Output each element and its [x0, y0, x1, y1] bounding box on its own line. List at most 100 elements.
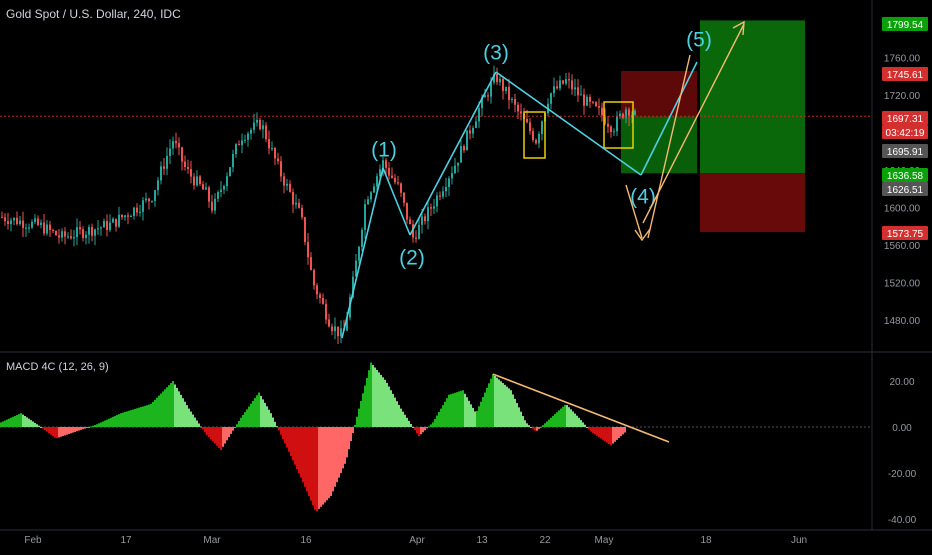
- macd-bar: [382, 377, 384, 427]
- macd-bar: [400, 408, 402, 427]
- price-label-badge: [882, 182, 928, 196]
- macd-bar: [514, 398, 516, 427]
- macd-bar: [210, 427, 212, 440]
- macd-y-tick-label: -40.00: [888, 515, 917, 526]
- macd-bar: [238, 421, 240, 427]
- macd-bar: [342, 427, 344, 469]
- candle-body: [490, 82, 492, 97]
- macd-bar: [66, 427, 68, 435]
- macd-bar: [616, 427, 618, 440]
- candle-body: [205, 187, 207, 190]
- macd-bar: [618, 427, 620, 439]
- macd-bar: [64, 427, 66, 436]
- candle-body: [166, 155, 168, 169]
- candle-body: [577, 87, 579, 96]
- stop-zone: [700, 173, 805, 233]
- macd-bar: [240, 417, 242, 427]
- macd-bar: [320, 427, 322, 507]
- candle-body: [1, 216, 3, 218]
- macd-bar: [310, 427, 312, 501]
- candle-body: [103, 221, 105, 228]
- price-label-badge: [882, 125, 928, 139]
- macd-bar: [490, 378, 492, 427]
- candle-body: [379, 169, 381, 177]
- macd-bar: [158, 395, 160, 427]
- macd-bar: [100, 422, 102, 427]
- candle-body: [232, 153, 234, 168]
- macd-bar: [30, 420, 32, 427]
- macd-bar: [612, 427, 614, 444]
- candle-body: [184, 161, 186, 167]
- macd-bar: [220, 427, 222, 450]
- candle-body: [511, 99, 513, 101]
- candle-body: [175, 141, 177, 144]
- candle-body: [16, 217, 18, 225]
- candle-body: [187, 166, 189, 170]
- macd-bar: [534, 427, 536, 431]
- macd-bar: [538, 427, 540, 429]
- candle-body: [508, 86, 510, 101]
- macd-bar: [256, 395, 258, 427]
- macd-bar: [384, 379, 386, 427]
- macd-bar: [558, 410, 560, 427]
- macd-bar: [436, 415, 438, 427]
- candle-body: [427, 207, 429, 222]
- macd-bar: [444, 401, 446, 427]
- price-label-badge: [882, 17, 928, 31]
- price-label-badge: [882, 168, 928, 182]
- candle-body: [196, 176, 198, 186]
- macd-bar: [52, 427, 54, 437]
- macd-bar: [298, 427, 300, 474]
- macd-bar: [524, 420, 526, 427]
- y-tick-label: 1480.00: [884, 316, 921, 327]
- wave-line-segment: [495, 71, 642, 176]
- candle-body: [391, 175, 393, 178]
- macd-bar: [394, 397, 396, 427]
- candle-body: [520, 111, 522, 114]
- price-label: 1799.54: [887, 20, 924, 31]
- candle-body: [460, 146, 462, 163]
- macd-bar: [484, 392, 486, 427]
- macd-bar: [234, 427, 236, 428]
- macd-bar: [116, 415, 118, 427]
- macd-bar: [540, 427, 542, 428]
- macd-bar: [108, 418, 110, 427]
- macd-bar: [494, 375, 496, 427]
- macd-bar: [544, 423, 546, 427]
- macd-bar: [358, 408, 360, 427]
- candle-body: [421, 216, 423, 225]
- macd-bar: [54, 427, 56, 438]
- candle-body: [280, 161, 282, 177]
- macd-bar: [356, 416, 358, 427]
- candle-body: [400, 183, 402, 193]
- macd-bar: [488, 383, 490, 427]
- candle-body: [133, 207, 135, 217]
- candle-body: [355, 260, 357, 277]
- candle-body: [76, 227, 78, 238]
- macd-bar: [200, 426, 202, 428]
- candle-body: [208, 187, 210, 202]
- candle-body: [235, 144, 237, 154]
- macd-bar: [102, 421, 104, 427]
- macd-bar: [12, 416, 14, 427]
- macd-bar: [60, 427, 62, 437]
- macd-bar: [96, 424, 98, 427]
- y-tick-label: 1520.00: [884, 279, 921, 290]
- macd-bar: [280, 427, 282, 435]
- macd-bar: [294, 427, 296, 465]
- candle-body: [217, 191, 219, 199]
- candle-body: [301, 207, 303, 218]
- wave-line-segment: [640, 61, 698, 176]
- macd-bar: [518, 407, 520, 427]
- macd-bar: [282, 427, 284, 439]
- candle-body: [433, 206, 435, 209]
- candle-body: [361, 229, 363, 247]
- candle-body: [331, 326, 333, 332]
- candle-body: [181, 147, 183, 162]
- x-tick-label: 18: [700, 535, 712, 546]
- candle-body: [82, 229, 84, 238]
- candle-body: [415, 237, 417, 239]
- macd-bar: [438, 412, 440, 427]
- candle-body: [130, 216, 132, 218]
